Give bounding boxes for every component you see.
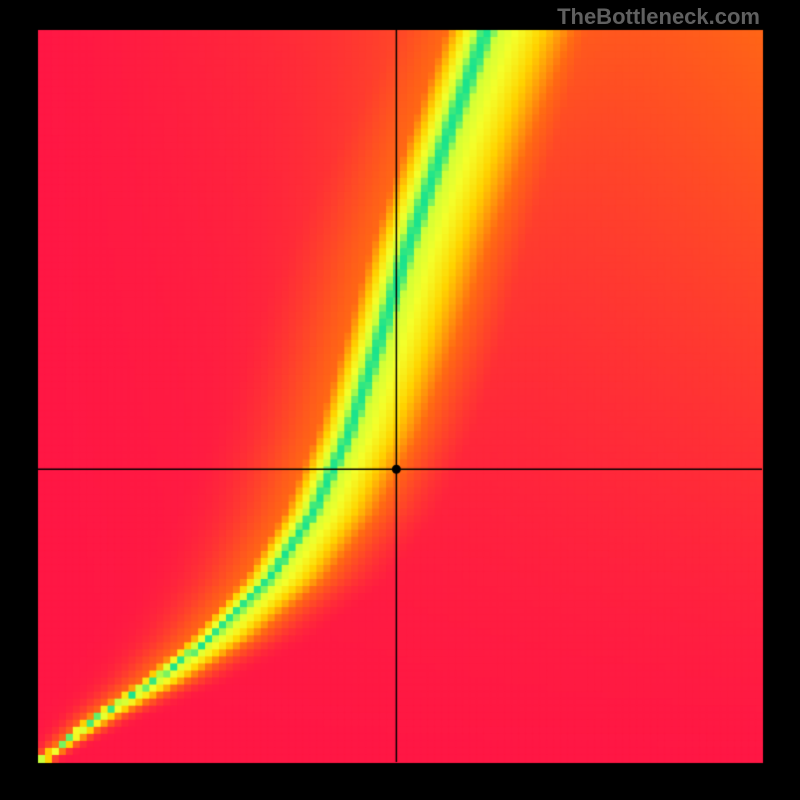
chart-container: TheBottleneck.com bbox=[0, 0, 800, 800]
heatmap-canvas bbox=[0, 0, 800, 800]
watermark-text: TheBottleneck.com bbox=[557, 4, 760, 30]
